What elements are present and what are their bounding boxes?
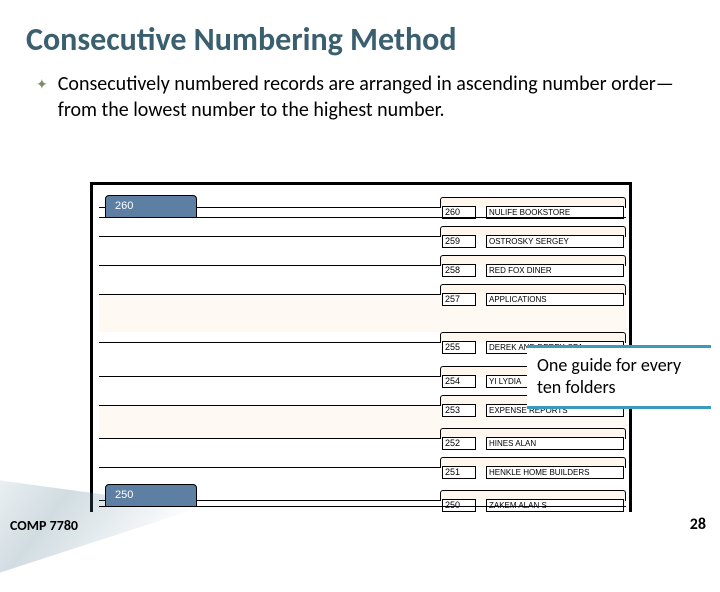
folder-number: 255 <box>442 341 476 354</box>
folder-number: 259 <box>442 235 476 248</box>
page-number: 28 <box>690 515 706 534</box>
folder-number: 257 <box>442 293 476 306</box>
folder-name: HENKLE HOME BUILDERS <box>486 466 624 479</box>
folder-name: OSTROSKY SERGEY <box>486 235 624 248</box>
course-code: COMP 7780 <box>10 517 78 534</box>
bullet-item: ✦ Consecutively numbered records are arr… <box>0 67 720 131</box>
folder-number: 251 <box>442 466 476 479</box>
folder-number: 253 <box>442 404 476 417</box>
callout-box: One guide for every ten folders <box>527 345 711 409</box>
guide-divider <box>99 217 626 218</box>
slide-title: Consecutive Numbering Method <box>0 0 720 67</box>
guide-divider <box>99 506 626 507</box>
guide-label: 250 <box>115 489 133 501</box>
folder-name: HINES ALAN <box>486 437 624 450</box>
folder-number: 252 <box>442 437 476 450</box>
guide-label: 260 <box>115 200 133 212</box>
folder-number: 254 <box>442 375 476 388</box>
folder-name: RED FOX DINER <box>486 264 624 277</box>
folder-row: 257 APPLICATIONS <box>99 294 626 322</box>
bullet-text: Consecutively numbered records are arran… <box>58 71 680 123</box>
folder-number: 258 <box>442 264 476 277</box>
bullet-marker-icon: ✦ <box>36 73 48 123</box>
folder-name: APPLICATIONS <box>486 293 624 306</box>
